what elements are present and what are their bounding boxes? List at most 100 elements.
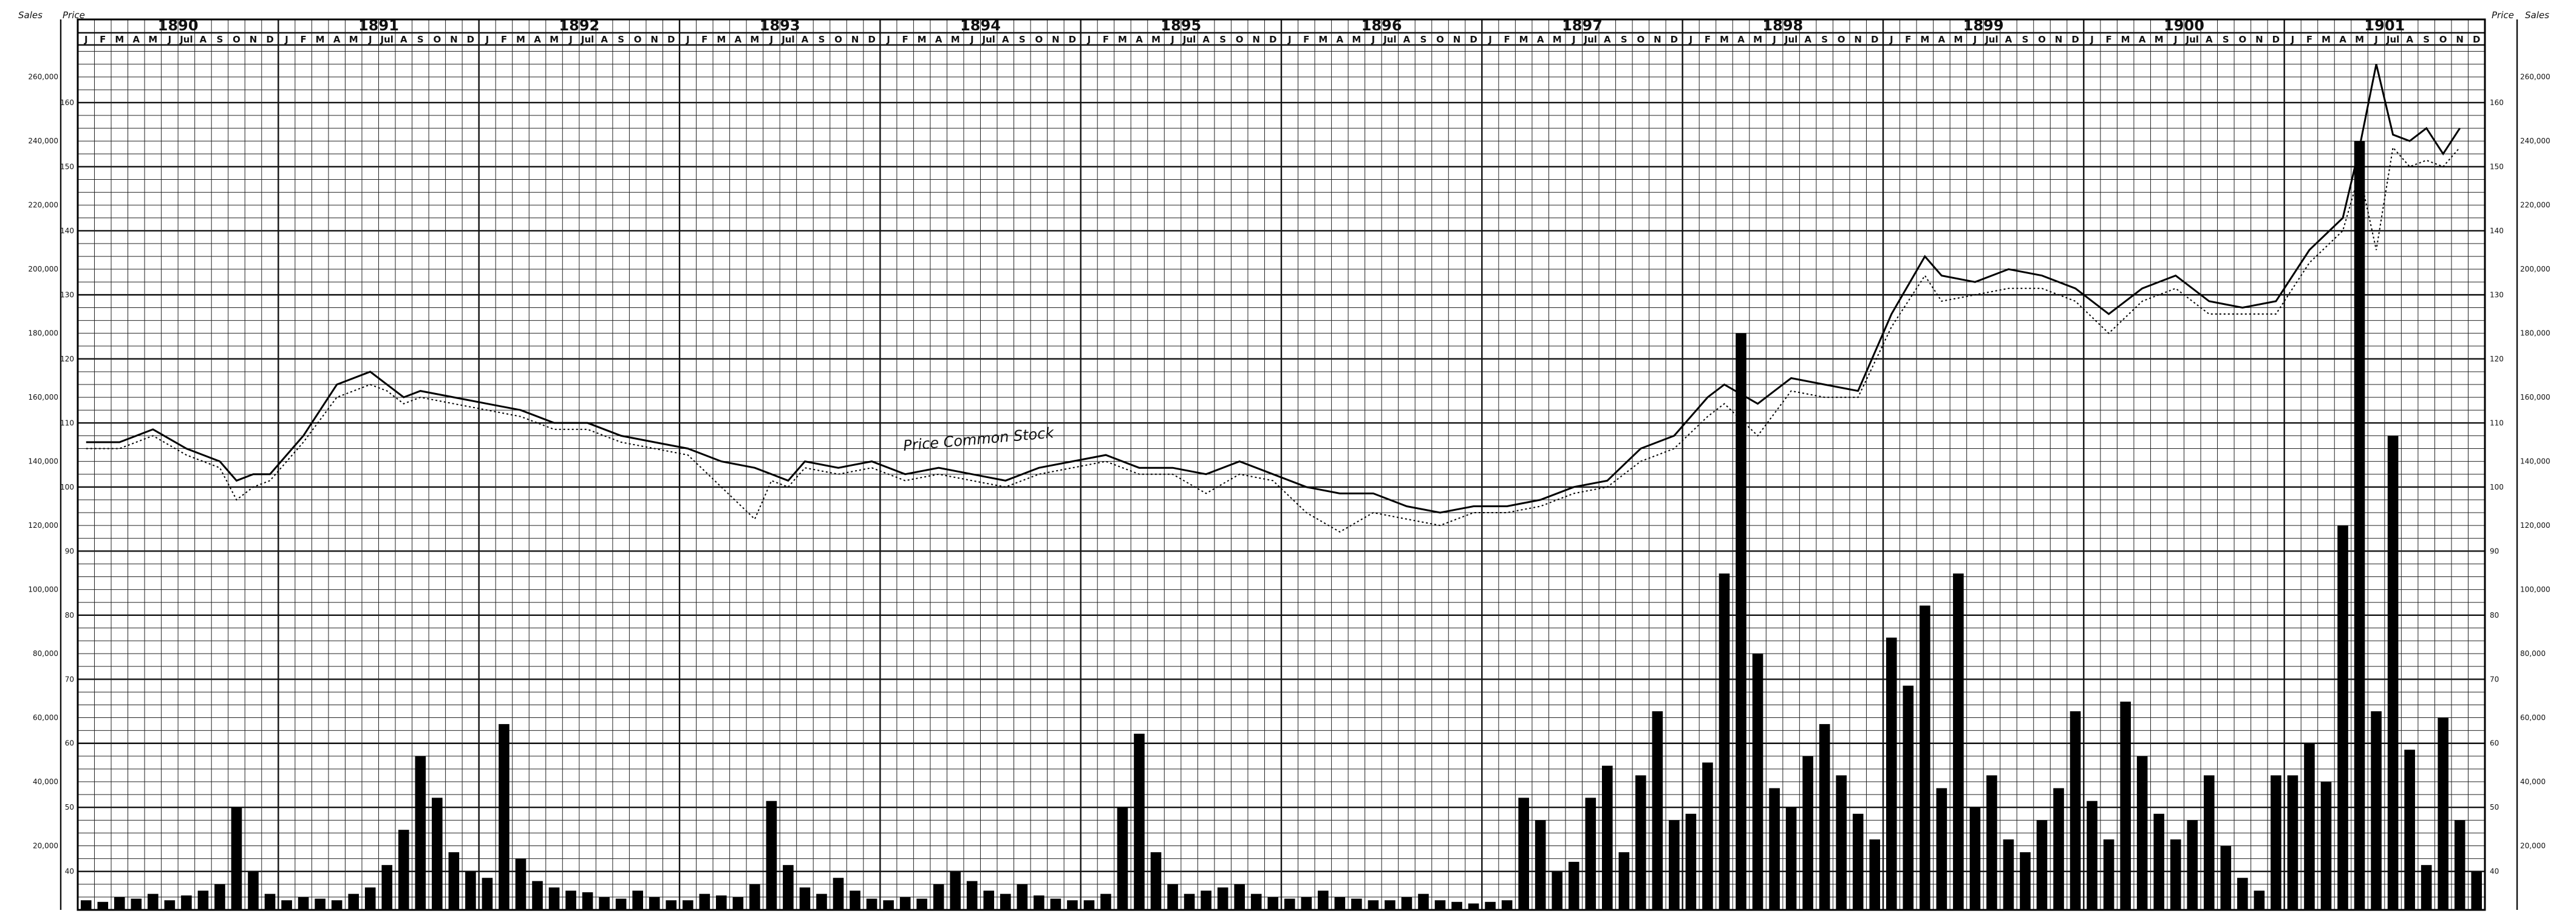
sales-bar <box>615 898 627 910</box>
price-tick-left: 80 <box>65 611 74 620</box>
sales-bar <box>315 898 325 910</box>
sales-bar <box>1418 893 1429 910</box>
sales-bar <box>1267 897 1279 910</box>
sales-bar <box>2320 782 2332 910</box>
month-label: A <box>2406 34 2413 45</box>
sales-tick-left: 240,000 <box>28 137 58 145</box>
month-label: N <box>1252 34 1260 45</box>
month-label: M <box>115 34 124 45</box>
sales-bar <box>1468 903 1479 910</box>
sales-bar <box>80 900 92 910</box>
sales-tick-right: 200,000 <box>2520 265 2550 273</box>
month-label: D <box>1470 34 1477 45</box>
sales-bar <box>2003 839 2014 910</box>
sales-bar <box>1217 887 1228 910</box>
sales-bar <box>281 900 292 910</box>
month-label: S <box>217 34 223 45</box>
month-label: Jul <box>2186 34 2199 45</box>
sales-bar <box>415 756 426 910</box>
month-label: N <box>1052 34 1060 45</box>
price-tick-right: 160 <box>2490 98 2504 107</box>
sales-bar <box>1702 762 1713 910</box>
month-label: D <box>2473 34 2480 45</box>
sales-bar <box>248 871 259 910</box>
sales-bar <box>582 892 593 910</box>
price-tick-right: 40 <box>2490 867 2499 876</box>
month-label: O <box>433 34 441 45</box>
month-label: F <box>100 34 106 45</box>
month-label: O <box>2439 34 2447 45</box>
sales-bar <box>1334 897 1346 910</box>
price-tick-left: 110 <box>60 419 74 427</box>
month-label: M <box>1318 34 1327 45</box>
month-label: S <box>2022 34 2029 45</box>
sales-bar <box>2287 775 2298 910</box>
sales-bar <box>1117 807 1128 910</box>
grid <box>60 19 2518 910</box>
month-label: F <box>301 34 307 45</box>
sales-bar <box>2404 750 2415 910</box>
sales-bar <box>2304 743 2315 910</box>
sales-bar <box>1000 893 1011 910</box>
sales-bar <box>1785 807 1797 910</box>
month-label: S <box>618 34 624 45</box>
month-label: M <box>316 34 325 45</box>
sales-bar <box>1936 788 1947 910</box>
sales-bar <box>1150 852 1162 910</box>
sales-bar <box>1385 900 1395 910</box>
month-label: Jul <box>1383 34 1396 45</box>
price-line-solid <box>86 64 2461 514</box>
sales-bar <box>916 898 927 910</box>
price-tick-left: 60 <box>65 739 74 748</box>
sales-bar <box>1886 637 1897 910</box>
sales-bar <box>1903 685 1914 910</box>
chart-frame <box>77 18 2486 911</box>
month-label: D <box>266 34 273 45</box>
sales-bar <box>1184 893 1195 910</box>
month-label: J <box>1889 34 1893 45</box>
month-label: O <box>233 34 240 45</box>
month-label: J <box>2291 34 2295 45</box>
month-label: F <box>2306 34 2312 45</box>
month-label: M <box>349 34 358 45</box>
sales-bar <box>2337 525 2348 910</box>
sales-tick-right: 260,000 <box>2520 73 2550 81</box>
price-tick-right: 60 <box>2490 739 2499 748</box>
price-tick-left: 100 <box>60 483 74 491</box>
month-label: J <box>1772 34 1776 45</box>
sales-bar <box>1518 798 1529 910</box>
price-tick-left: 70 <box>65 675 74 683</box>
sales-bar <box>850 890 860 910</box>
sales-bar <box>97 901 109 910</box>
month-label: A <box>1537 34 1544 45</box>
sales-tick-right: 180,000 <box>2520 329 2550 338</box>
month-label: M <box>1920 34 1929 45</box>
sales-bar <box>2203 775 2215 910</box>
price-tick-right: 100 <box>2490 483 2504 491</box>
month-label: A <box>1604 34 1611 45</box>
month-label: O <box>2038 34 2046 45</box>
sales-bar <box>1167 884 1178 910</box>
month-label: N <box>2055 34 2063 45</box>
month-label: J <box>568 34 573 45</box>
month-label: O <box>1236 34 1244 45</box>
sales-bar <box>2438 717 2448 910</box>
month-label: J <box>2173 34 2178 45</box>
month-label: A <box>2206 34 2213 45</box>
sales-bar <box>1083 900 1095 910</box>
month-label: F <box>701 34 707 45</box>
sales-bar <box>1100 893 1111 910</box>
sales-tick-right: 100,000 <box>2520 586 2550 594</box>
month-label: D <box>868 34 875 45</box>
month-label: A <box>333 34 341 45</box>
month-label: M <box>1352 34 1361 45</box>
month-label: J <box>1973 34 1977 45</box>
sales-bar <box>2454 820 2465 910</box>
sales-bar <box>1685 813 1697 910</box>
month-label: J <box>1170 34 1174 45</box>
sales-bar <box>164 900 175 910</box>
sales-bar <box>1669 820 1680 910</box>
sales-bar <box>515 858 526 910</box>
